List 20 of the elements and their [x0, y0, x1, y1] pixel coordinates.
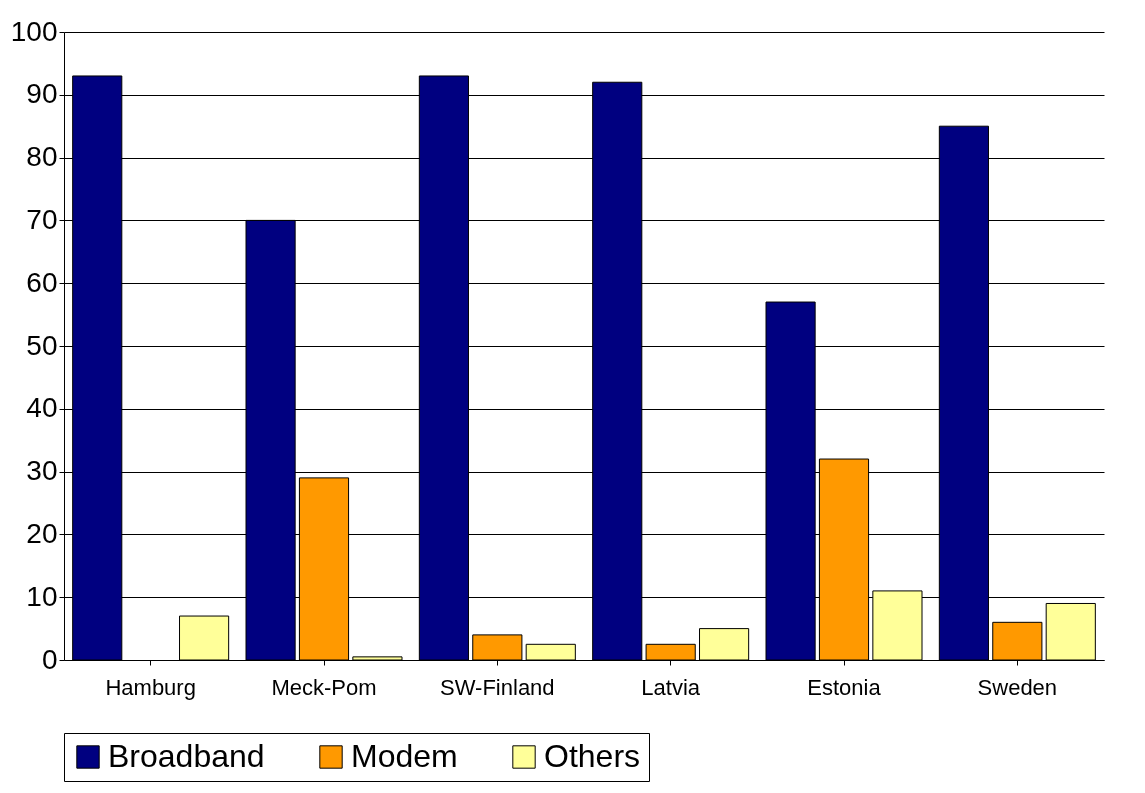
x-tick-label: Meck-Pom — [271, 674, 377, 700]
x-tick-label: Latvia — [641, 674, 701, 700]
legend-label: Modem — [351, 738, 458, 774]
y-tick-label: 30 — [26, 455, 58, 487]
x-tick-label: SW-Finland — [440, 674, 555, 700]
legend-label: Broadband — [108, 738, 265, 774]
x-tick-label: Estonia — [807, 674, 882, 700]
y-tick-label: 0 — [41, 643, 58, 675]
y-tick-label: 90 — [26, 78, 58, 110]
y-tick-label: 70 — [26, 203, 58, 235]
y-tick-label: 60 — [26, 266, 58, 298]
y-tick-label: 50 — [26, 329, 58, 361]
y-tick-label: 20 — [26, 517, 58, 549]
y-tick-label: 10 — [26, 580, 58, 612]
x-tick-label: Hamburg — [105, 674, 196, 700]
y-tick-label: 40 — [26, 392, 58, 424]
legend-label: Others — [544, 738, 641, 774]
y-tick-label: 80 — [26, 141, 58, 173]
y-tick-label: 100 — [10, 15, 58, 47]
x-tick-label: Sweden — [977, 674, 1058, 700]
